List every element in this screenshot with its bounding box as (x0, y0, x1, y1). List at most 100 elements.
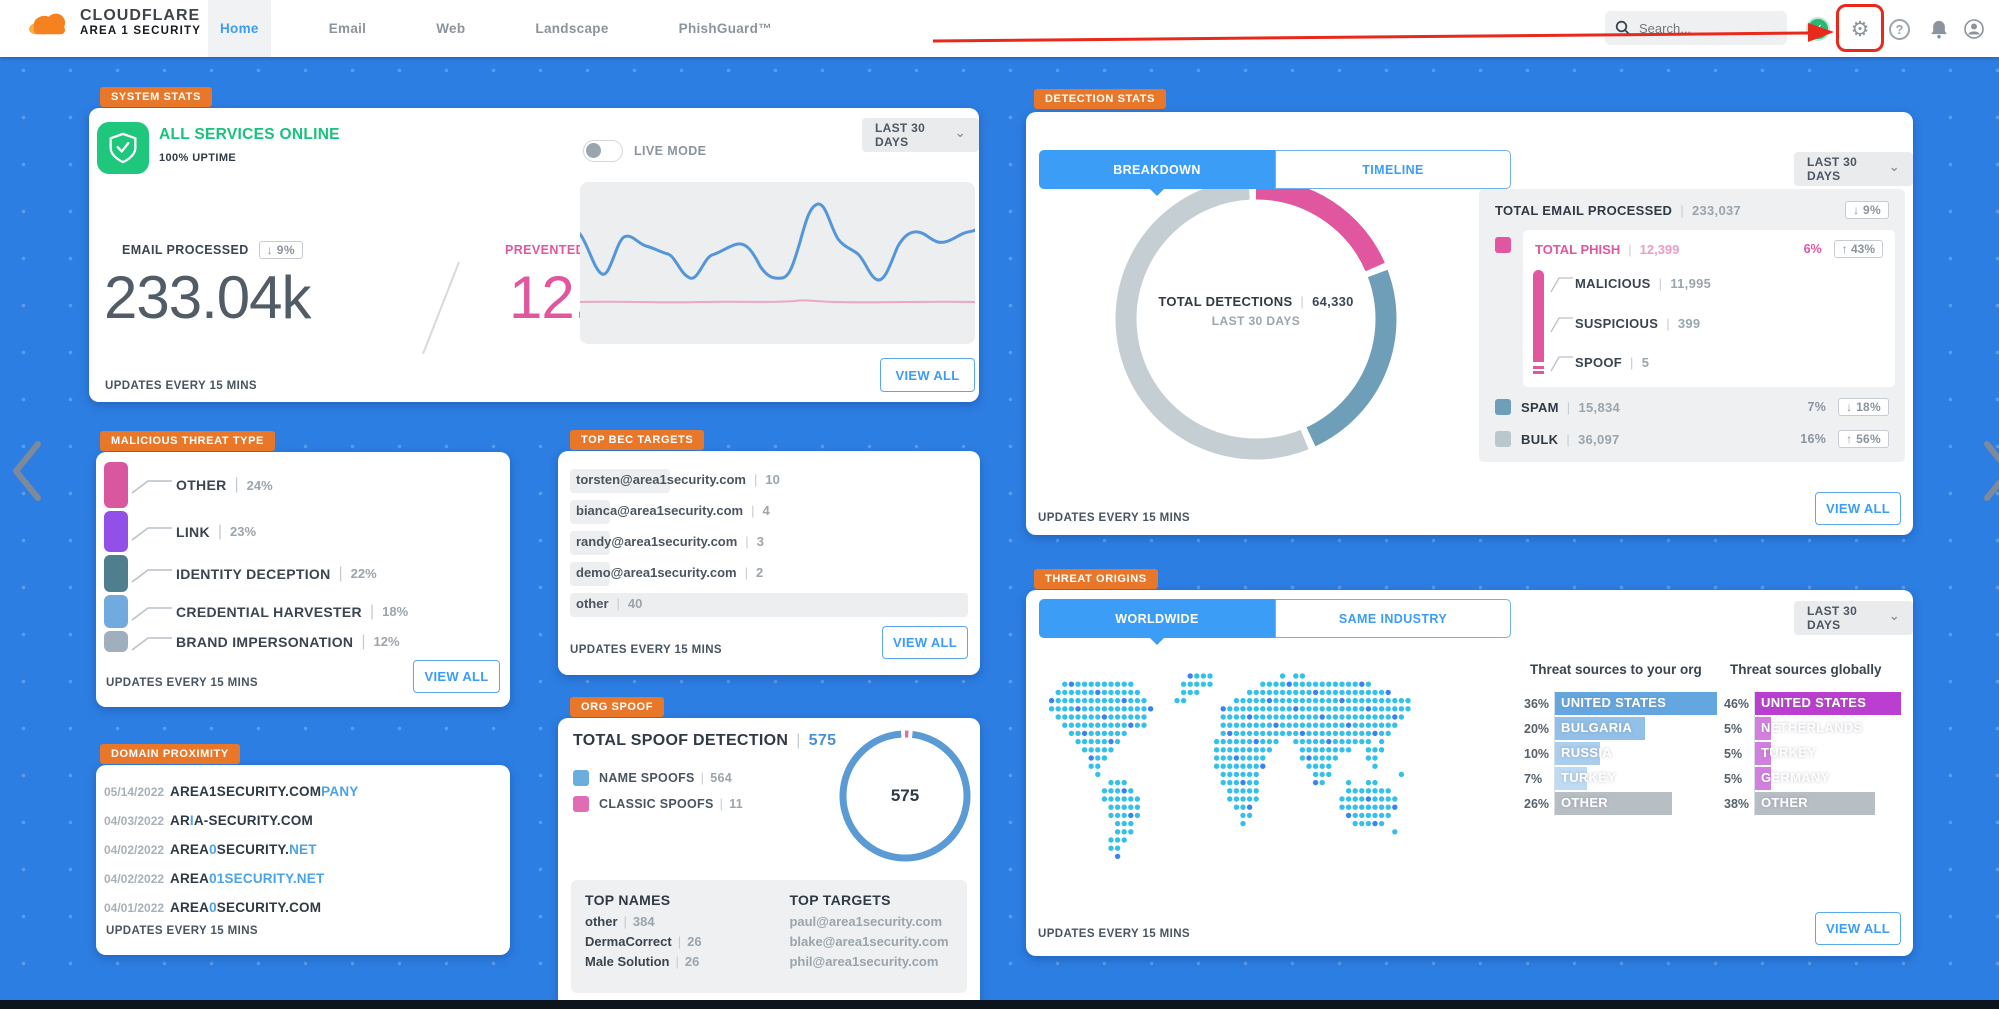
threat-type-row: LINK | 23% (104, 511, 408, 552)
bec-target-row[interactable]: torsten@area1security.com | 10 (570, 467, 968, 498)
view-all-button[interactable]: VIEW ALL (1815, 492, 1901, 525)
tab-worldwide[interactable]: WORLDWIDE (1039, 599, 1275, 645)
nav-item-email[interactable]: Email (328, 21, 367, 36)
live-mode-label: LIVE MODE (634, 144, 707, 158)
threat-source-row: 5% GERMANY (1724, 766, 1901, 791)
total-phish-swatch (1495, 237, 1511, 253)
threat-source-pct: 5% (1724, 721, 1743, 736)
nav-item-web[interactable]: Web (436, 21, 466, 36)
live-mode-toggle[interactable] (583, 140, 623, 162)
tab-same-industry[interactable]: SAME INDUSTRY (1275, 599, 1511, 638)
tab-breakdown[interactable]: BREAKDOWN (1039, 150, 1275, 196)
domain-proximity-tag: DOMAIN PROXIMITY (100, 744, 240, 764)
domain-row[interactable]: 04/02/2022 AREA01SECURITY.NET (104, 864, 358, 893)
bec-target-row[interactable]: demo@area1security.com | 2 (570, 560, 968, 591)
threat-source-bar: TURKEY (1755, 742, 1816, 765)
spoof-legend-row: CLASSIC SPOOFS | 11 (573, 796, 743, 812)
domain-row[interactable]: 05/14/2022 AREA1SECURITY.COMPANY (104, 777, 358, 806)
bell-icon[interactable] (1927, 17, 1951, 41)
spoof-donut-chart: 575 (835, 726, 975, 866)
carousel-right-arrow[interactable] (1981, 438, 1999, 504)
view-all-button[interactable]: VIEW ALL (882, 626, 968, 659)
bec-target-row[interactable]: randy@area1security.com | 3 (570, 529, 968, 560)
delta-badge: ↑ 56% (1838, 430, 1889, 448)
range-dropdown[interactable]: LAST 30 DAYS ⌄ (1794, 601, 1913, 635)
brand-logo[interactable]: CLOUDFLARE AREA 1 SECURITY (26, 6, 201, 38)
top-name-row: DermaCorrect | 26 (585, 934, 702, 949)
threat-type-row: OTHER | 24% (104, 462, 408, 508)
threat-source-row: 38% OTHER (1724, 791, 1901, 816)
brand-line1: CLOUDFLARE (80, 7, 201, 24)
total-phish-card: TOTAL PHISH | 12,399 6% ↑ 43% MALICIOUS | 1… (1523, 230, 1895, 387)
bec-target-text: torsten@area1security.com | 10 (576, 472, 780, 487)
updates-note: UPDATES EVERY 15 MINS (1038, 512, 1190, 524)
threat-source-bar: RUSSIA (1555, 742, 1612, 765)
carousel-left-arrow[interactable] (8, 438, 44, 504)
bec-target-row[interactable]: bianca@area1security.com | 4 (570, 498, 968, 529)
brand-line2: AREA 1 SECURITY (80, 25, 202, 37)
threat-source-pct: 46% (1724, 696, 1750, 711)
domain-row[interactable]: 04/02/2022 AREA0SECURITY.NET (104, 835, 358, 864)
view-all-button[interactable]: VIEW ALL (880, 358, 975, 392)
legend-swatch (573, 796, 589, 812)
global-sources-header: Threat sources globally (1730, 662, 1882, 677)
updates-note: UPDATES EVERY 15 MINS (106, 925, 258, 937)
email-processed-value: 233.04k (104, 264, 312, 331)
threat-source-pct: 38% (1724, 796, 1750, 811)
top-name-row: other | 384 (585, 914, 655, 929)
threat-source-bar: UNITED STATES (1555, 692, 1717, 715)
threat-source-row: 36% UNITED STATES (1524, 691, 1717, 716)
threat-source-pct: 20% (1524, 721, 1550, 736)
org-spoof-card: TOTAL SPOOF DETECTION | 575 NAME SPOOFS | 56… (558, 718, 980, 1007)
nav-item-landscape[interactable]: Landscape (535, 21, 609, 36)
threat-origins-tag: THREAT ORIGINS (1034, 569, 1158, 589)
range-dropdown[interactable]: LAST 30 DAYS ⌄ (1794, 152, 1913, 186)
top-bec-targets-card: torsten@area1security.com | 10 bianca@area1… (558, 451, 980, 675)
search-input[interactable] (1639, 20, 1769, 36)
uptime-label: 100% UPTIME (159, 152, 237, 164)
threat-type-label: BRAND IMPERSONATION (176, 633, 354, 650)
bec-target-row[interactable]: other | 40 (570, 591, 968, 622)
donut-segment-total-phish (1115, 178, 1397, 460)
threat-type-label: IDENTITY DECEPTION (176, 565, 331, 582)
threat-type-row: IDENTITY DECEPTION | 22% (104, 555, 408, 592)
nav-item-home[interactable]: Home (208, 0, 271, 57)
system-stats-card: ALL SERVICES ONLINE 100% UPTIME LIVE MOD… (89, 108, 979, 402)
domain-row[interactable]: 04/03/2022 ARIA-SECURITY.COM (104, 806, 358, 835)
domain-name: ARIA-SECURITY.COM (170, 813, 313, 828)
protection-status-icon[interactable]: ✓ (1806, 17, 1830, 41)
domain-row[interactable]: 04/01/2022 AREA0SECURITY.COM (104, 893, 358, 922)
tab-timeline[interactable]: TIMELINE (1275, 150, 1511, 189)
nav-item-phishguard[interactable]: PhishGuard™ (678, 21, 772, 36)
detection-stats-card: BREAKDOWN TIMELINE LAST 30 DAYS ⌄ TOTAL DE… (1026, 112, 1913, 535)
connector-line (131, 568, 172, 583)
malicious-threat-type-tag: MALICIOUS THREAT TYPE (100, 431, 275, 451)
connector-line (1550, 277, 1573, 293)
threat-type-pct: 24% (246, 477, 273, 493)
updates-note: UPDATES EVERY 15 MINS (570, 644, 722, 656)
threat-source-pct: 36% (1524, 696, 1550, 711)
bec-target-bar (570, 531, 610, 555)
threat-type-pct: 23% (230, 524, 257, 539)
top-navbar: CLOUDFLARE AREA 1 SECURITY Home Email Web L… (0, 0, 1999, 57)
threat-type-swatch (104, 511, 128, 552)
search-box[interactable] (1605, 11, 1787, 45)
range-dropdown[interactable]: LAST 30 DAYS ⌄ (862, 118, 979, 152)
help-icon[interactable]: ? (1889, 19, 1910, 40)
view-all-button[interactable]: VIEW ALL (1815, 912, 1901, 945)
legend-swatch (573, 770, 589, 786)
top-targets-header: TOP TARGETS (789, 892, 891, 908)
view-all-button[interactable]: VIEW ALL (413, 660, 500, 693)
user-icon[interactable] (1962, 17, 1986, 41)
domain-name: AREA0SECURITY.COM (170, 900, 322, 915)
email-processed-label: EMAIL PROCESSED (122, 243, 249, 257)
domain-list: 05/14/2022 AREA1SECURITY.COMPANY 04/03/202… (104, 777, 358, 922)
gear-icon[interactable]: ⚙ (1850, 17, 1870, 41)
delta-badge: ↓ 18% (1838, 398, 1889, 416)
threat-origins-card: WORLDWIDE SAME INDUSTRY LAST 30 DAYS ⌄ Thr… (1026, 590, 1913, 956)
threat-source-bar: GERMANY (1755, 767, 1829, 790)
threat-type-pct: 18% (382, 604, 409, 619)
threat-source-bar: TURKEY (1555, 767, 1616, 790)
threat-source-pct: 5% (1724, 746, 1743, 761)
threat-source-pct: 26% (1524, 796, 1550, 811)
